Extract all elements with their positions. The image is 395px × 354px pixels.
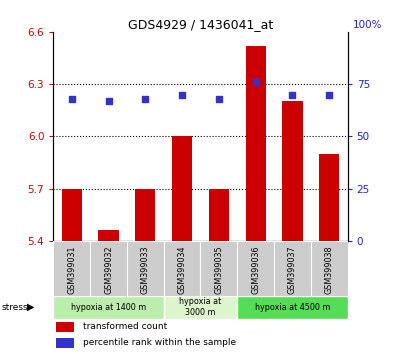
Text: transformed count: transformed count [83, 322, 167, 331]
Point [179, 92, 185, 97]
Point [326, 92, 332, 97]
Text: GSM399035: GSM399035 [214, 245, 223, 294]
Point [142, 96, 149, 102]
Point [289, 92, 295, 97]
Bar [274, 241, 311, 296]
Bar [246, 46, 266, 241]
Bar [311, 241, 348, 296]
Text: GSM399034: GSM399034 [178, 245, 186, 293]
Bar [56, 338, 74, 348]
Text: GSM399032: GSM399032 [104, 245, 113, 294]
Bar [53, 296, 164, 319]
Point [252, 79, 259, 85]
Text: percentile rank within the sample: percentile rank within the sample [83, 338, 236, 347]
Bar [56, 322, 74, 332]
Text: GSM399036: GSM399036 [251, 245, 260, 293]
Bar [237, 296, 348, 319]
Point [216, 96, 222, 102]
Bar [282, 102, 303, 241]
Text: hypoxia at
3000 m: hypoxia at 3000 m [179, 297, 222, 317]
Text: GSM399033: GSM399033 [141, 245, 150, 293]
Bar [135, 188, 155, 241]
Bar [98, 230, 118, 241]
Bar [62, 188, 82, 241]
Bar [319, 154, 339, 241]
Point [69, 96, 75, 102]
Bar [172, 136, 192, 241]
Bar [164, 296, 237, 319]
Text: GSM399038: GSM399038 [325, 245, 334, 293]
Text: 100%: 100% [353, 21, 383, 30]
Point [105, 98, 112, 104]
Bar [209, 188, 229, 241]
Text: stress: stress [2, 303, 28, 312]
Bar [127, 241, 164, 296]
Bar [201, 241, 237, 296]
Title: GDS4929 / 1436041_at: GDS4929 / 1436041_at [128, 18, 273, 31]
Text: ▶: ▶ [27, 302, 34, 312]
Bar [164, 241, 201, 296]
Text: GSM399037: GSM399037 [288, 245, 297, 294]
Text: GSM399031: GSM399031 [67, 245, 76, 293]
Bar [90, 241, 127, 296]
Bar [53, 241, 90, 296]
Text: hypoxia at 4500 m: hypoxia at 4500 m [255, 303, 330, 312]
Text: hypoxia at 1400 m: hypoxia at 1400 m [71, 303, 146, 312]
Bar [237, 241, 274, 296]
